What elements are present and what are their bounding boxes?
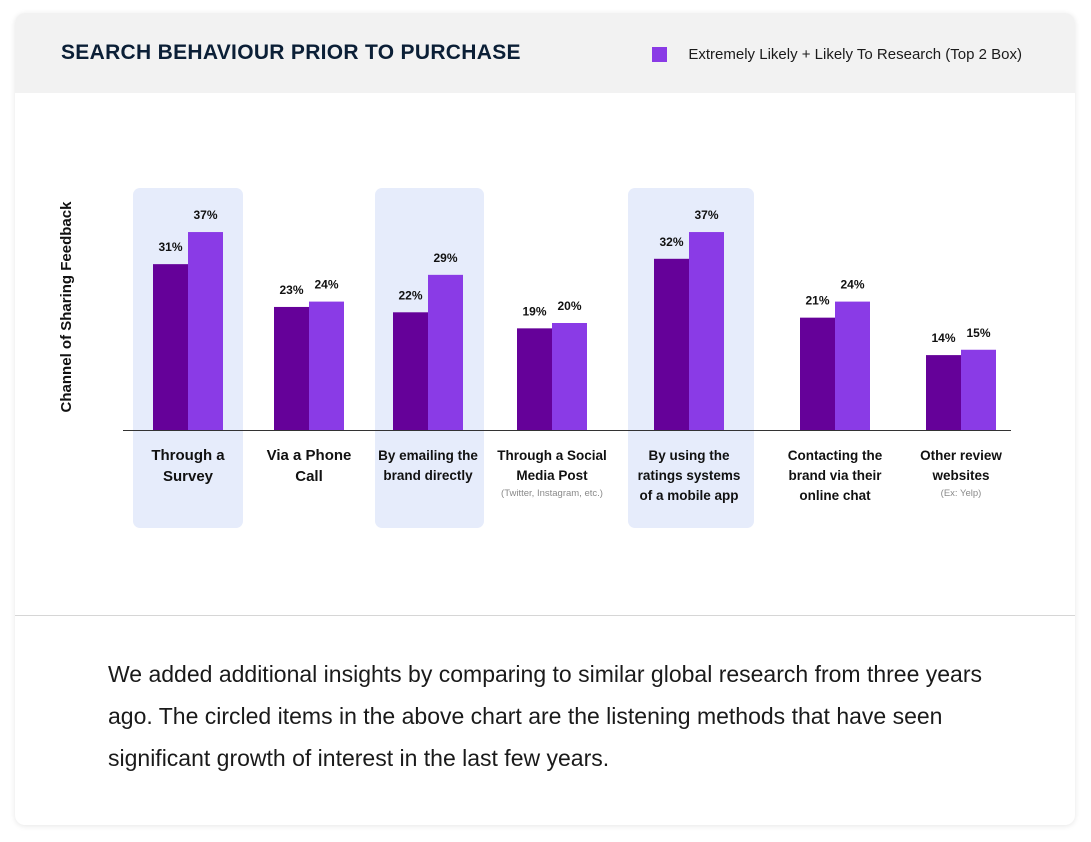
chart-title: SEARCH BEHAVIOUR PRIOR TO PURCHASE	[61, 41, 521, 64]
x-tick-label: Via a Phone	[267, 447, 352, 464]
chart-area: Channel of Sharing Feedback 31% 23% 22% 19% 3…	[15, 93, 1075, 615]
chart-header: SEARCH BEHAVIOUR PRIOR TO PURCHASE Extre…	[15, 13, 1075, 93]
chart-card: SEARCH BEHAVIOUR PRIOR TO PURCHASE Extre…	[15, 13, 1075, 825]
x-tick-label: of a mobile app	[639, 488, 738, 503]
data-label: 24%	[314, 278, 338, 292]
bar	[517, 328, 552, 430]
x-tick-label: By emailing the	[378, 448, 478, 463]
bar	[428, 274, 463, 430]
bar	[926, 355, 961, 430]
bar	[654, 258, 689, 430]
x-tick-label: Call	[295, 468, 323, 485]
x-tick-label: Media Post	[516, 468, 588, 483]
bar	[800, 317, 835, 430]
legend-swatch	[652, 47, 668, 62]
bar	[393, 312, 428, 430]
data-label: 37%	[694, 208, 718, 222]
x-tick-label: By using the	[648, 448, 729, 463]
data-label: 21%	[805, 294, 829, 308]
data-label: 22%	[398, 288, 422, 302]
x-tick-label: Through a	[151, 447, 225, 464]
data-label: 24%	[840, 278, 864, 292]
data-label: 29%	[433, 251, 457, 265]
insight-paragraph: We added additional insights by comparin…	[108, 661, 983, 771]
x-tick-label: ratings systems	[638, 468, 741, 483]
x-tick-label: Other review	[920, 448, 1002, 463]
data-label: 19%	[522, 304, 546, 318]
data-label: 37%	[193, 208, 217, 222]
x-tick-label: brand directly	[383, 468, 473, 483]
bar	[835, 301, 870, 430]
legend-label: Extremely Likely + Likely To Research (T…	[688, 46, 1022, 63]
data-label: 31%	[158, 240, 182, 254]
divider	[15, 615, 1075, 616]
y-axis-label: Channel of Sharing Feedback	[58, 201, 75, 413]
bar	[552, 323, 587, 430]
x-tick-note: (Ex: Yelp)	[941, 488, 982, 499]
x-tick-label: websites	[931, 468, 989, 483]
bar	[274, 306, 309, 430]
x-tick-label: brand via their	[788, 468, 882, 483]
data-label: 20%	[557, 299, 581, 313]
bar-chart: Channel of Sharing Feedback 31% 23% 22% 19% 3…	[58, 188, 1011, 528]
data-label: 14%	[931, 331, 955, 345]
bar	[961, 349, 996, 430]
data-label: 15%	[966, 326, 990, 340]
x-tick-note: (Twitter, Instagram, etc.)	[501, 488, 603, 499]
legend: Extremely Likely + Likely To Research (T…	[652, 46, 1022, 63]
bar	[689, 232, 724, 430]
x-tick-label: online chat	[799, 488, 871, 503]
bar	[309, 301, 344, 430]
x-tick-label: Survey	[163, 468, 214, 485]
data-label: 23%	[279, 283, 303, 297]
bar	[153, 264, 188, 430]
bar	[188, 232, 223, 430]
x-tick-label: Contacting the	[788, 448, 883, 463]
x-tick-label: Through a Social	[497, 448, 607, 463]
data-label: 32%	[659, 235, 683, 249]
